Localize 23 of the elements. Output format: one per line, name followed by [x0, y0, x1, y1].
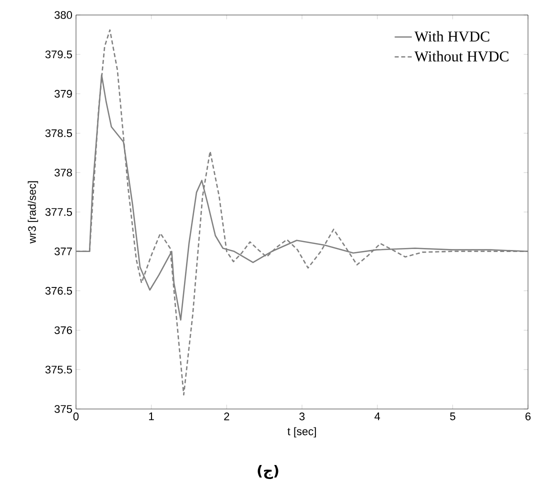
y-tick-label: 375.5	[45, 366, 72, 374]
y-tick-label: 379.5	[45, 50, 72, 58]
x-tick-label: 3	[299, 412, 305, 420]
x-axis-title: t [sec]	[288, 427, 316, 438]
y-tick-label: 377.5	[45, 208, 72, 216]
x-tick-label: 6	[526, 412, 531, 420]
x-tick-label: 4	[374, 412, 380, 420]
x-tick-label: 2	[224, 412, 230, 420]
x-tick-label: 0	[73, 412, 79, 420]
y-tick-label: 378	[54, 168, 72, 176]
y-tick-label: 377	[54, 248, 72, 256]
legend-label: Without HVDC	[414, 50, 508, 62]
x-tick-label: 1	[149, 412, 154, 420]
y-tick-label: 378.5	[45, 129, 72, 138]
legend-label: With HVDC	[414, 31, 490, 42]
y-axis-title: wr3 [rad/sec]	[28, 181, 38, 244]
text: (ج)	[258, 464, 278, 480]
y-tick-label: 380	[54, 11, 72, 19]
y-tick-label: 379	[54, 90, 72, 98]
y-tick-label: 375	[54, 405, 72, 413]
y-tick-label: 376	[54, 326, 72, 334]
y-tick-label: 376.5	[45, 286, 72, 295]
x-tick-label: 5	[450, 412, 456, 420]
